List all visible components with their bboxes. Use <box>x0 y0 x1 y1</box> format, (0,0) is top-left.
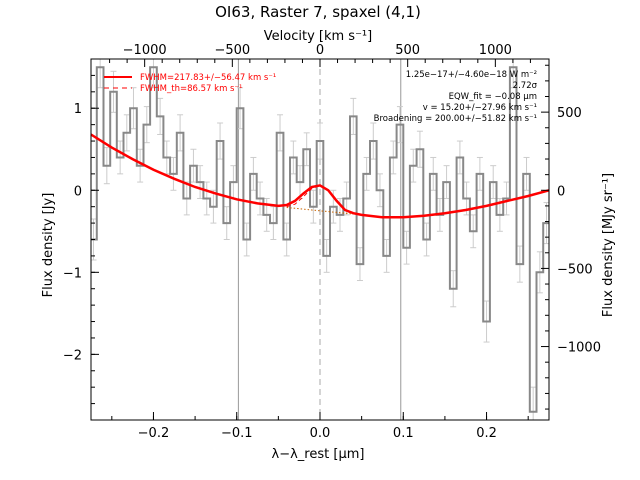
x-tick-label: 0.0 <box>310 426 331 441</box>
right-tick-label: 0 <box>557 184 565 199</box>
x-tick-label: 0.1 <box>393 426 414 441</box>
series-continuum <box>286 207 354 215</box>
x-tick-label: −0.1 <box>221 426 253 441</box>
right-tick-label: −500 <box>557 262 593 277</box>
y-tick-label: −1 <box>63 266 82 281</box>
annotation-text: 1.25e−17+/−4.60e−18 W m⁻² <box>406 70 537 80</box>
velocity-tick-label: 500 <box>395 43 420 58</box>
top-axis-label: Velocity [km s⁻¹] <box>264 29 372 44</box>
right-axis-label: Flux density [MJy sr⁻¹] <box>601 173 616 317</box>
legend-label: FWHM=217.83+/−56.47 km s⁻¹ <box>140 73 276 83</box>
x-axis-label: λ−λ_rest [μm] <box>272 447 365 462</box>
velocity-tick-label: 1000 <box>479 43 512 58</box>
annotation-text: Broadening = 200.00+/−51.82 km s⁻¹ <box>374 114 537 124</box>
y-tick-label: −2 <box>63 348 82 363</box>
y-tick-label: 1 <box>74 102 82 117</box>
y-axis-label: Flux density [Jy] <box>41 193 56 298</box>
annotation-text: 2.72σ <box>513 81 538 91</box>
legend-label: FWHM_th=86.57 km s⁻¹ <box>140 84 242 94</box>
x-tick-label: 0.2 <box>476 426 497 441</box>
x-tick-label: −0.2 <box>138 426 170 441</box>
velocity-tick-label: −500 <box>214 43 250 58</box>
series-spectrum-steps <box>91 66 549 413</box>
velocity-tick-label: 0 <box>316 43 324 58</box>
chart-title: OI63, Raster 7, spaxel (4,1) <box>215 3 421 21</box>
right-tick-label: −1000 <box>557 341 601 356</box>
annotation-text: v = 15.20+/−27.96 km s⁻¹ <box>423 103 537 113</box>
series-fit <box>90 133 550 219</box>
right-tick-label: 500 <box>557 106 582 121</box>
plot-area <box>90 58 550 421</box>
series-line-component <box>286 184 354 215</box>
axes: −0.2 −0.1 0.0 0.1 0.2 −1000 −500 0 500 1000 −2 −1 0 1… <box>63 43 601 441</box>
velocity-tick-label: −1000 <box>123 43 167 58</box>
y-tick-label: 0 <box>74 184 82 199</box>
legend: FWHM=217.83+/−56.47 km s⁻¹FWHM_th=86.57 … <box>104 73 276 94</box>
annotation-text: EQW_fit = −0.08 μm <box>449 92 537 102</box>
